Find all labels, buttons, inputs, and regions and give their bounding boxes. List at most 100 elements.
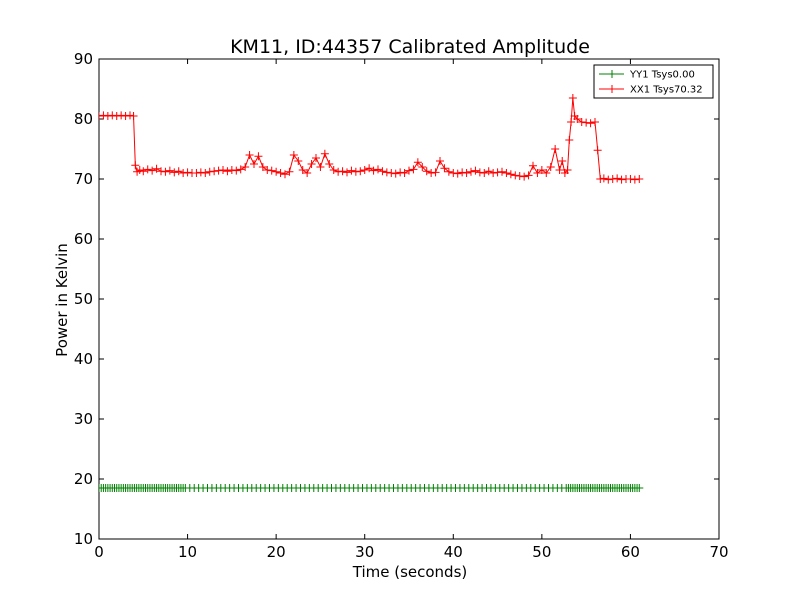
series-point-xx1 — [276, 169, 285, 177]
series-point-xx1 — [422, 167, 431, 176]
series-point-xx1 — [334, 167, 343, 176]
series-point-xx1 — [555, 166, 564, 174]
series-point-xx1 — [121, 112, 130, 120]
series-point-xx1 — [582, 118, 591, 127]
series-point-xx1 — [210, 167, 219, 176]
legend-marker — [608, 85, 616, 93]
series-point-xx1 — [99, 111, 108, 120]
y-tick-label: 20 — [74, 470, 93, 488]
series-point-xx1 — [298, 166, 307, 174]
x-tick-label: 0 — [94, 543, 104, 561]
series-point-xx1 — [227, 166, 236, 174]
series-point-xx1 — [250, 160, 258, 168]
series-point-xx1 — [515, 172, 524, 180]
series-point-xx1 — [129, 112, 138, 120]
series-point-xx1 — [152, 164, 161, 173]
series-point-xx1 — [254, 152, 263, 161]
series-point-xx1 — [630, 175, 639, 184]
series-point-xx1 — [316, 163, 325, 171]
legend-marker — [608, 70, 616, 78]
series-point-xx1 — [205, 167, 214, 176]
series-point-xx1 — [563, 166, 572, 174]
series-point-xx1 — [356, 167, 365, 176]
series-point-xx1 — [471, 166, 480, 175]
y-tick-label: 70 — [74, 170, 93, 188]
series-point-xx1 — [108, 111, 117, 120]
series-point-xx1 — [258, 163, 267, 171]
x-tick-label: 20 — [267, 543, 286, 561]
series-point-xx1 — [409, 165, 418, 174]
series-point-xx1 — [436, 157, 444, 165]
series-point-xx1 — [320, 149, 329, 158]
series-point-xx1 — [294, 157, 303, 165]
series-point-xx1 — [325, 160, 334, 168]
series-point-xx1 — [565, 136, 574, 144]
series-point-xx1 — [99, 112, 103, 120]
series-point-xx1 — [201, 169, 210, 177]
series-point-xx1 — [467, 167, 475, 176]
y-tick-label: 80 — [74, 110, 93, 128]
series-point-xx1 — [157, 167, 165, 176]
series-point-xx1 — [480, 169, 489, 177]
series-point-xx1 — [396, 168, 405, 177]
series-point-xx1 — [524, 171, 533, 180]
series-point-xx1 — [475, 168, 484, 177]
series-point-xx1 — [558, 157, 567, 165]
series-point-xx1 — [551, 145, 560, 153]
series-point-xx1 — [343, 168, 351, 177]
y-tick-label: 50 — [74, 290, 93, 308]
series-point-xx1 — [117, 111, 126, 120]
series-point-xx1 — [413, 158, 422, 167]
series-point-xx1 — [537, 166, 546, 174]
x-tick-label: 70 — [709, 543, 728, 561]
series-point-xx1 — [453, 169, 462, 178]
series-point-xx1 — [567, 118, 576, 126]
series-point-xx1 — [440, 164, 449, 173]
series-point-xx1 — [148, 166, 157, 175]
x-axis-label: Time (seconds) — [352, 563, 468, 581]
series-group — [99, 94, 644, 492]
series-point-xx1 — [232, 166, 241, 175]
series-point-xx1 — [533, 169, 542, 177]
series-point-xx1 — [418, 163, 427, 171]
x-tick-label: 40 — [444, 543, 463, 561]
y-tick-label: 60 — [74, 230, 93, 248]
series-point-xx1 — [489, 169, 498, 177]
series-point-xx1 — [506, 170, 515, 179]
series-point-xx1 — [387, 169, 396, 177]
series-point-xx1 — [484, 167, 493, 176]
series-point-xx1 — [338, 167, 347, 176]
x-tick-label: 30 — [355, 543, 374, 561]
series-point-xx1 — [511, 171, 520, 180]
series-point-xx1 — [272, 167, 281, 176]
series-point-xx1 — [374, 165, 382, 174]
series-point-xx1 — [405, 166, 413, 175]
series-point-xx1 — [143, 165, 152, 174]
series-point-xx1 — [462, 169, 471, 177]
series-point-xx1 — [586, 119, 595, 128]
series-point-xx1 — [593, 146, 602, 155]
series-point-xx1 — [103, 112, 112, 120]
series-point-xx1 — [214, 166, 223, 175]
series-point-xx1 — [170, 168, 179, 177]
legend-label: YY1 Tsys0.00 — [629, 70, 695, 81]
legend: YY1 Tsys0.00 XX1 Tsys70.32 — [593, 64, 714, 99]
series-point-xx1 — [542, 169, 551, 177]
series-point-xx1 — [329, 166, 338, 174]
legend-label: XX1 Tsys70.32 — [630, 85, 703, 96]
legend-box — [593, 64, 714, 99]
series-point-xx1 — [281, 170, 289, 179]
series-point-xx1 — [312, 154, 320, 162]
series-point-xx1 — [635, 175, 644, 183]
series-point-xx1 — [245, 151, 254, 159]
y-tick-label: 10 — [74, 530, 93, 548]
series-point-xx1 — [596, 175, 605, 183]
series-point-xx1 — [241, 163, 250, 171]
series-point-yy1 — [635, 484, 644, 492]
series-point-xx1 — [449, 169, 458, 177]
series-point-xx1 — [599, 174, 608, 183]
series-point-xx1 — [568, 94, 577, 102]
series-point-xx1 — [604, 175, 613, 184]
series-point-xx1 — [520, 172, 529, 181]
